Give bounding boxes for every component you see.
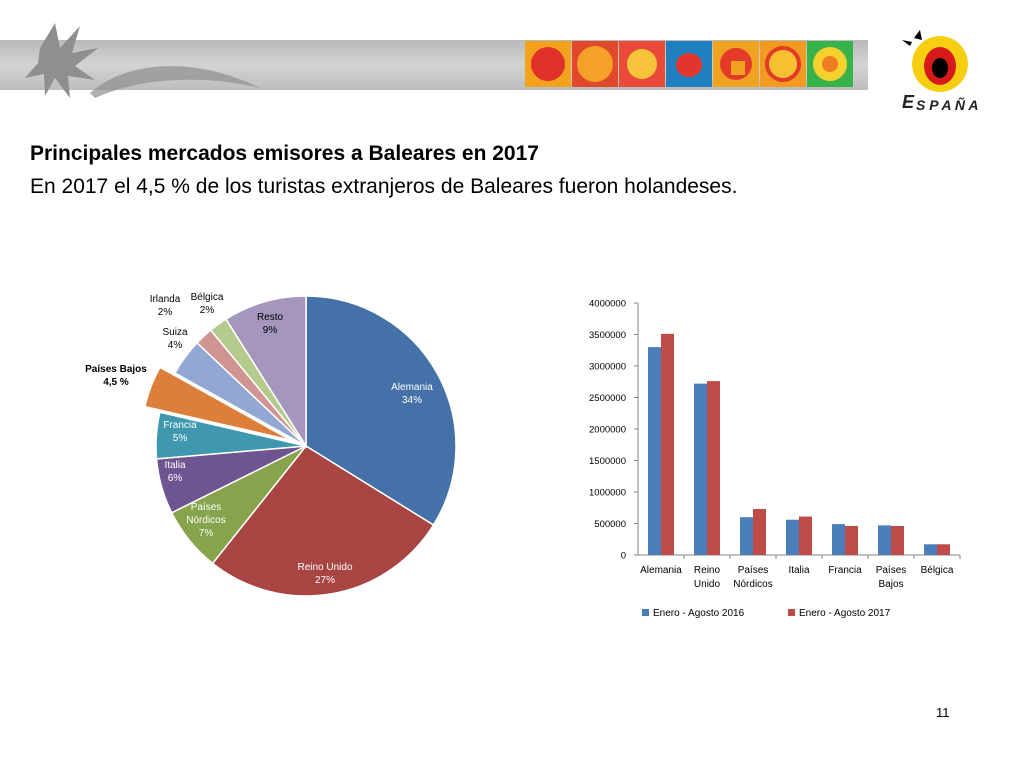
tile-ladybug — [666, 41, 712, 87]
legend-label-1: Enero - Agosto 2017 — [799, 608, 891, 619]
bar-reino-unido-2017 — [707, 381, 720, 555]
tile-orange-sun — [572, 41, 618, 87]
bar-francia-2016 — [832, 524, 845, 555]
bar-italia-2017 — [799, 516, 812, 555]
pie-label-paises-bajos: Países Bajos 4,5 % — [85, 364, 147, 388]
bar-paises-nordicos-2017 — [753, 509, 766, 555]
bar-chart: 0 500000 1000000 1500000 2000000 2500000 30000… — [589, 299, 961, 619]
legend-swatch-0 — [642, 609, 649, 616]
legend-label-0: Enero - Agosto 2016 — [653, 608, 745, 619]
bar-alemania-2016 — [648, 347, 661, 555]
pie-label-francia: Francia 5% — [163, 420, 197, 444]
y-tick-label: 4000000 — [589, 299, 626, 310]
slide-number: 11 — [936, 705, 950, 720]
bar-francia-2017 — [845, 526, 858, 555]
banner-sun-drawing — [25, 23, 260, 98]
bar-belgica-2017 — [937, 544, 950, 555]
pie-label-reino-unido: Reino Unido 27% — [297, 562, 352, 586]
pie-slice-paises-bajos — [144, 366, 292, 441]
pie-slice-reino-unido — [211, 445, 435, 597]
pie-label-italia: Italia 6% — [164, 460, 186, 484]
tile-red-sun — [525, 41, 571, 87]
x-tick-label-alemania: Alemania — [640, 565, 682, 576]
bar-alemania-2017 — [661, 333, 674, 555]
tile-ring-sun — [760, 41, 806, 87]
pie-chart: Alemania 34% Reino Unido 27% Países Nórdicos 7… — [85, 292, 457, 597]
tile-square-sun — [713, 41, 759, 87]
y-tick-label: 0 — [621, 551, 626, 562]
pie-label-paises-nordicos: Países Nórdicos 7% — [186, 502, 225, 539]
artwork-tiles — [525, 41, 854, 89]
bar-paises-bajos-2017 — [891, 526, 904, 555]
y-tick-label: 2500000 — [589, 393, 626, 404]
y-tick-label: 3500000 — [589, 330, 626, 341]
tile-flower-sun — [807, 41, 853, 87]
pie-label-belgica: Bélgica 2% — [191, 292, 224, 316]
pie-slice-francia — [155, 411, 307, 460]
x-tick-label-francia: Francia — [828, 565, 862, 576]
tile-star-sun — [619, 41, 665, 87]
y-tick-label: 500000 — [594, 519, 626, 530]
x-tick-label-italia: Italia — [788, 565, 810, 576]
pie-label-suiza: Suiza 4% — [162, 327, 187, 351]
bar-italia-2016 — [786, 519, 799, 555]
slide-title: Principales mercados emisores a Baleares… — [30, 142, 539, 165]
espana-logo: E S P A Ñ A — [902, 30, 979, 113]
bar-paises-nordicos-2016 — [740, 517, 753, 555]
y-tick-label: 1000000 — [589, 488, 626, 499]
y-tick-label: 3000000 — [589, 362, 626, 373]
x-tick-label-reino-unido: Reino Unido — [694, 565, 721, 590]
x-tick-label-paises-bajos: Países Bajos — [876, 565, 907, 590]
pie-slice-resto — [224, 295, 307, 449]
pie-label-resto: Resto 9% — [257, 312, 284, 336]
pie-slice-alemania — [305, 295, 457, 527]
pie-label-irlanda: Irlanda 2% — [150, 294, 181, 318]
bar-paises-bajos-2016 — [878, 525, 891, 555]
bar-reino-unido-2016 — [694, 383, 707, 555]
legend-swatch-1 — [788, 609, 795, 616]
x-tick-label-paises-nordicos: Países Nórdicos — [733, 565, 772, 590]
svg-text:E: E — [902, 92, 915, 112]
pie-label-alemania: Alemania 34% — [391, 382, 433, 406]
svg-text:S P A Ñ A: S P A Ñ A — [916, 96, 979, 113]
y-tick-label: 1500000 — [589, 456, 626, 467]
slide-subtitle: En 2017 el 4,5 % de los turistas extranj… — [30, 175, 738, 198]
x-tick-label-belgica: Bélgica — [921, 565, 954, 576]
bar-belgica-2016 — [924, 544, 937, 555]
y-tick-label: 2000000 — [589, 425, 626, 436]
